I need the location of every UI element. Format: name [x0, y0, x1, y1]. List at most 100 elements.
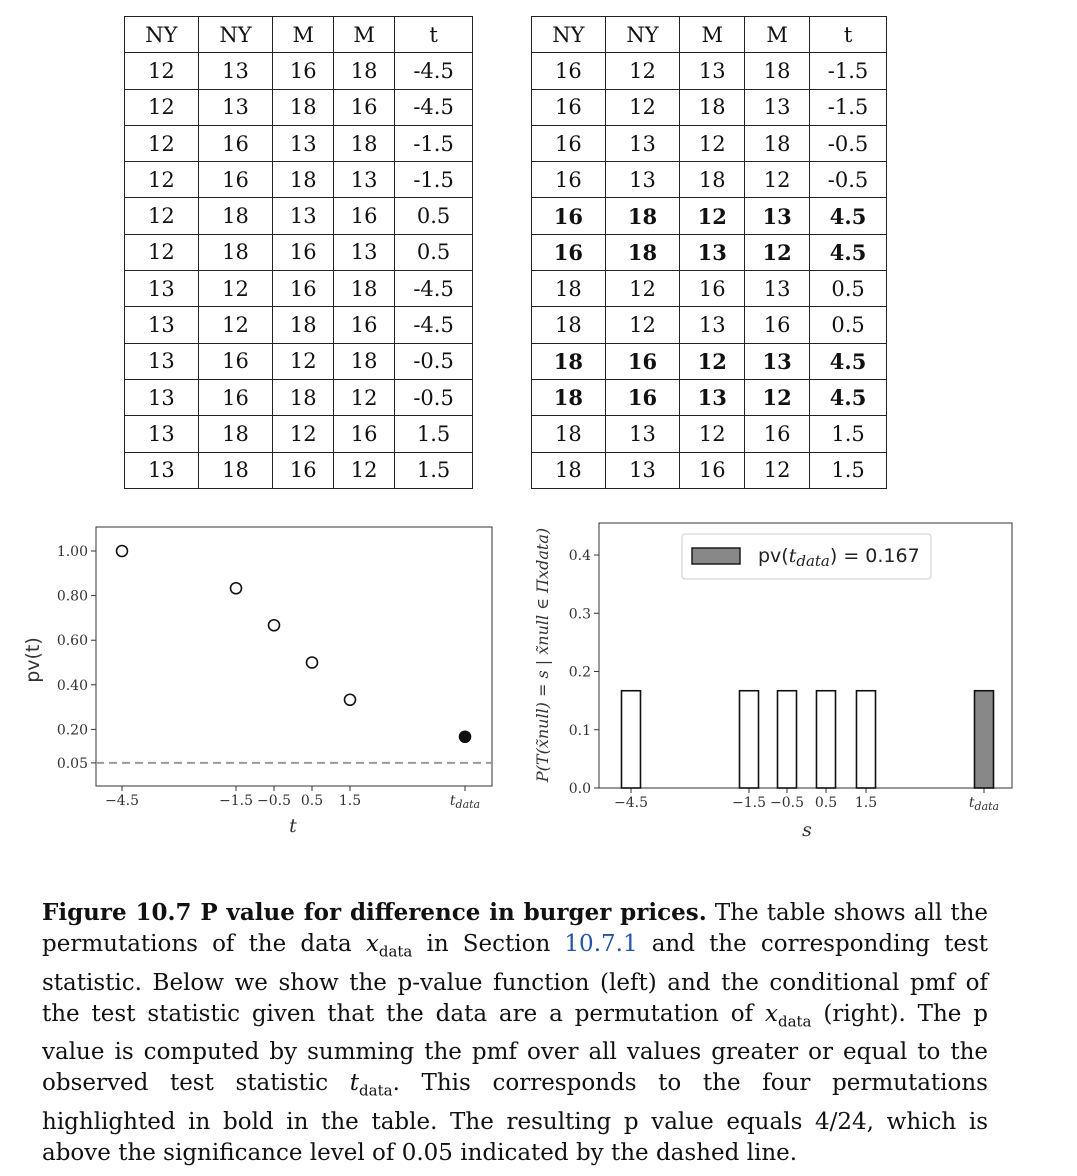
section-reference-link[interactable]: 10.7.1 — [564, 931, 638, 957]
table-cell: 18 — [272, 378, 335, 417]
table-cell: 12 — [604, 52, 681, 90]
table-cell: 18 — [333, 124, 396, 163]
table-cell: 18 — [744, 124, 811, 163]
y-tick-label: 0.3 — [569, 606, 591, 622]
y-tick-label: 1.00 — [57, 544, 88, 560]
table-cell: 1.5 — [394, 415, 473, 453]
table-cell: 16 — [604, 342, 681, 380]
pvalue-function-plot: 0.05 0.20 0.40 0.60 0.80 1.00 −4.5 −1.5 −0.5 0.5 1… — [22, 526, 493, 837]
table-cell: 12 — [333, 378, 396, 417]
histogram-bar — [738, 689, 760, 789]
table-row: 18 13 16 12 1.5 — [531, 451, 887, 489]
y-tick-label: 0.0 — [569, 781, 591, 797]
table-row: 18 16 13 12 4.5 — [531, 378, 887, 417]
histogram-bar — [973, 689, 995, 789]
table-cell: 18 — [197, 415, 274, 453]
x-tick-label: 1.5 — [855, 795, 877, 811]
table-cell: 0.5 — [394, 233, 473, 272]
data-point — [115, 544, 129, 558]
table-cell: 18 — [679, 88, 746, 126]
table-cell: 12 — [744, 161, 811, 199]
column-header: M — [272, 15, 335, 54]
column-header: NY — [197, 15, 274, 54]
x-tick-label: −1.5 — [219, 793, 253, 809]
table-cell: 18 — [272, 161, 335, 199]
x-tick-label: 0.5 — [301, 793, 323, 809]
table-cell: 12 — [604, 88, 681, 126]
table-cell: 18 — [531, 342, 606, 380]
x-tick-label: −4.5 — [105, 793, 139, 809]
x-tick-label: −0.5 — [770, 795, 804, 811]
table-cell: 12 — [744, 378, 811, 417]
y-axis-label: pv(t) — [22, 637, 44, 683]
table-cell: 4.5 — [809, 342, 887, 380]
table-cell: 4.5 — [809, 378, 887, 417]
data-point — [343, 693, 357, 707]
caption-title: Figure 10.7 P value for difference in bu… — [42, 899, 707, 926]
table-cell: 13 — [333, 161, 396, 199]
table-cell: 1.5 — [394, 451, 473, 489]
plot-frame — [598, 522, 1013, 789]
table-row: 13 12 16 18 -4.5 — [124, 270, 473, 308]
table-cell: 18 — [604, 197, 681, 235]
histogram-bar — [776, 689, 798, 789]
table-cell: 13 — [679, 233, 746, 272]
table-row: 18 12 13 16 0.5 — [531, 306, 887, 344]
table-cell: 18 — [531, 451, 606, 489]
table-cell: 13 — [744, 342, 811, 380]
table-cell: 12 — [272, 342, 335, 380]
table-cell: 16 — [333, 415, 396, 453]
column-header: NY — [124, 15, 199, 54]
x-tick-label: tdata — [450, 793, 480, 811]
column-header: t — [809, 15, 887, 54]
table-cell: 12 — [333, 451, 396, 489]
histogram-bar — [620, 689, 642, 789]
table-cell: 16 — [531, 161, 606, 199]
table-cell: 12 — [679, 197, 746, 235]
table-row: 16 13 12 18 -0.5 — [531, 124, 887, 163]
table-cell: -1.5 — [809, 52, 887, 90]
table-cell: 16 — [197, 161, 274, 199]
table-cell: 12 — [124, 124, 199, 163]
table-cell: 13 — [124, 378, 199, 417]
column-header: t — [394, 15, 473, 54]
table-row: 12 16 13 18 -1.5 — [124, 124, 473, 163]
table-cell: 18 — [531, 306, 606, 344]
table-cell: 16 — [531, 233, 606, 272]
table-cell: 0.5 — [809, 306, 887, 344]
table-cell: -1.5 — [809, 88, 887, 126]
x-tick-label: tdata — [969, 795, 999, 813]
y-tick-label: 0.40 — [57, 678, 88, 694]
table-cell: 18 — [197, 233, 274, 272]
table-cell: 13 — [333, 233, 396, 272]
table-row: 16 12 18 13 -1.5 — [531, 88, 887, 126]
table-cell: 13 — [197, 52, 274, 90]
table-cell: 16 — [272, 233, 335, 272]
x-tick-label: −0.5 — [257, 793, 291, 809]
x-axis-label: s — [802, 819, 812, 841]
y-tick-label: 0.2 — [569, 665, 591, 681]
table-cell: 18 — [333, 342, 396, 380]
table-cell: 13 — [679, 378, 746, 417]
table-cell: 18 — [197, 451, 274, 489]
x-tick-label: −1.5 — [732, 795, 766, 811]
table-cell: 13 — [679, 306, 746, 344]
y-tick-label: 0.20 — [57, 722, 88, 738]
legend-swatch — [691, 547, 741, 565]
data-point — [267, 618, 281, 632]
table-cell: 13 — [604, 124, 681, 163]
caption-math-x: xdata — [365, 931, 413, 961]
table-row: 13 18 16 12 1.5 — [124, 451, 473, 489]
table-cell: 12 — [272, 415, 335, 453]
table-cell: 13 — [124, 451, 199, 489]
table-cell: 12 — [197, 270, 274, 308]
caption-text-1: The table shows all the permutations of … — [42, 900, 988, 957]
table-cell: -0.5 — [394, 378, 473, 417]
x-tick-label: −4.5 — [614, 795, 648, 811]
caption-text-5: . This corresponds to the four permutati… — [42, 1070, 988, 1166]
table-cell: 13 — [744, 270, 811, 308]
y-tick-label: 0.05 — [57, 756, 88, 772]
table-row: 16 18 12 13 4.5 — [531, 197, 887, 235]
table-cell: -4.5 — [394, 52, 473, 90]
